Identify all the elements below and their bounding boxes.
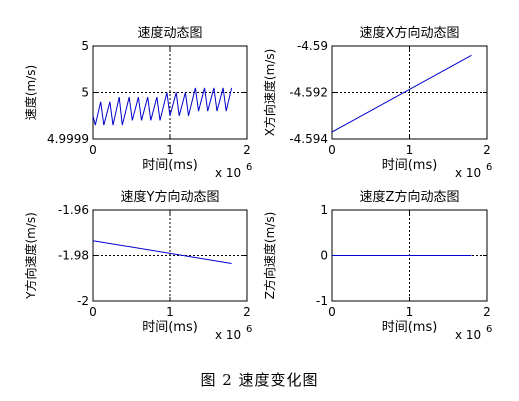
x-tick-label: 2 — [483, 305, 491, 319]
x-tick-label: 2 — [243, 143, 251, 157]
x-tick-label: 0 — [328, 143, 336, 157]
x-tick-label: 0 — [89, 305, 97, 319]
chart-title: 速度动态图 — [137, 25, 202, 41]
x-tick-label: 1 — [406, 143, 414, 157]
x-axis-label: 时间(ms) — [142, 158, 198, 173]
y-axis-label: X方向速度(m/s) — [262, 49, 277, 137]
y-tick-label: 4.9999 — [47, 132, 89, 146]
chart-title: 速度X方向动态图 — [360, 25, 460, 41]
series-line-1 — [331, 54, 472, 133]
y-tick-label: -4.59 — [297, 39, 328, 53]
x-axis-label: 时间(ms) — [382, 158, 438, 173]
series-line-1 — [92, 240, 232, 264]
y-tick-label: -4.592 — [289, 86, 328, 100]
y-tick-label: 1 — [320, 203, 328, 217]
x-axis-label: 时间(ms) — [382, 320, 438, 335]
y-tick-label: -1.96 — [58, 203, 89, 217]
x-tick-label: 0 — [89, 143, 97, 157]
x-exponent-label: x 10 — [455, 328, 481, 342]
chart-title: 速度Z方向动态图 — [360, 189, 460, 205]
y-tick-label: 0 — [320, 249, 328, 263]
chart-title: 速度Y方向动态图 — [121, 189, 220, 205]
x-exponent-power: 6 — [486, 324, 492, 335]
x-exponent-label: x 10 — [455, 166, 481, 180]
y-tick-label: 5 — [81, 39, 89, 53]
series-line-1 — [92, 87, 233, 126]
y-tick-label: 5 — [81, 86, 89, 100]
x-axis-label: 时间(ms) — [142, 320, 198, 335]
y-tick-label: -4.594 — [289, 132, 328, 146]
x-tick-label: 1 — [406, 305, 414, 319]
x-tick-label: 0 — [328, 305, 336, 319]
x-exponent-label: x 10 — [215, 328, 241, 342]
y-tick-label: -2 — [77, 294, 89, 308]
y-tick-label: -1.98 — [58, 249, 89, 263]
y-axis-label: Z方向速度(m/s) — [262, 212, 277, 300]
x-exponent-power: 6 — [486, 162, 492, 173]
x-tick-label: 1 — [166, 143, 174, 157]
x-exponent-label: x 10 — [215, 166, 241, 180]
x-exponent-power: 6 — [246, 324, 252, 335]
y-axis-label: Y方向速度(m/s) — [23, 212, 38, 300]
x-tick-label: 1 — [166, 305, 174, 319]
y-tick-label: -1 — [316, 294, 328, 308]
figure-caption: 图 2 速度变化图 — [200, 371, 319, 389]
x-exponent-power: 6 — [246, 162, 252, 173]
y-axis-label: 速度(m/s) — [23, 65, 38, 120]
x-tick-label: 2 — [243, 305, 251, 319]
x-tick-label: 2 — [483, 143, 491, 157]
